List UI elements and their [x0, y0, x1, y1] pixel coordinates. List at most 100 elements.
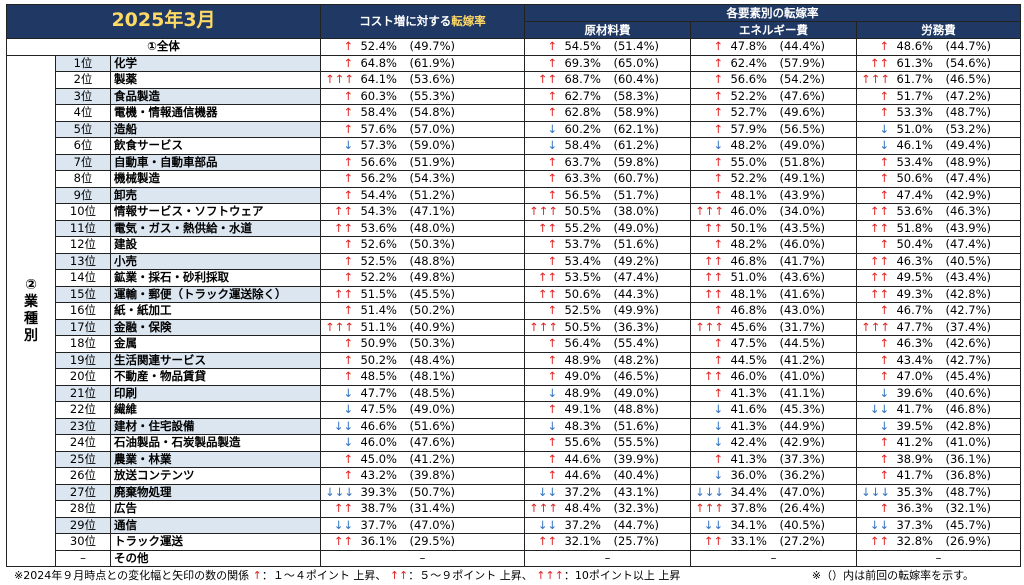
previous-rate: (54.8%) [409, 105, 455, 120]
current-rate: 48.9% [564, 352, 601, 367]
current-rate: 46.0% [360, 435, 397, 450]
current-rate: 37.3% [896, 517, 933, 532]
empty-rate-cell: – [320, 549, 525, 567]
previous-rate: (53.2%) [945, 121, 991, 136]
previous-rate: (47.1%) [409, 204, 455, 219]
previous-rate: (57.0%) [409, 121, 455, 136]
previous-rate: (47.0%) [409, 517, 455, 532]
current-rate: 39.6% [896, 385, 933, 400]
previous-rate: (37.3%) [779, 451, 825, 466]
current-rate: 42.4% [730, 435, 767, 450]
total-rate-cell: ↑ 43.2% (39.8%) [320, 467, 525, 485]
legend-text-2: ：５～９ポイント 上昇、 [408, 569, 533, 582]
change-arrow-icon: ↓ [547, 385, 557, 400]
change-arrow-icon: ↓ [547, 138, 557, 153]
total-rate-cell: ↑ 52.2% (49.8%) [320, 269, 525, 287]
labor-rate-cell: ↑↑ 46.3% (40.5%) [856, 252, 1021, 270]
previous-rate: (47.6%) [409, 435, 455, 450]
rank-cell: 21位 [55, 384, 111, 402]
total-rate-cell: ↓↓ 46.6% (51.6%) [320, 417, 525, 435]
change-arrow-icon: ↑↑↑ [529, 204, 558, 219]
current-rate: 52.5% [360, 253, 397, 268]
change-arrow-icon: ↑↑↑ [695, 501, 724, 516]
change-arrow-icon: ↓↓ [869, 402, 889, 417]
change-arrow-icon: ↑ [343, 303, 353, 318]
industry-row: 13位 小売 ↑ 52.5% (48.8%) ↑ 53.4% (49.2%) ↑↑ 46.8% (4… [7, 252, 1021, 270]
empty-rate-cell: – [856, 549, 1021, 567]
section-label-char: 種 [24, 310, 38, 327]
change-arrow-icon: ↑ [879, 501, 889, 516]
energy-rate-cell: ↑↑↑ 45.6% (31.7%) [690, 318, 857, 336]
current-rate: 49.1% [564, 402, 601, 417]
change-arrow-icon: ↑↑↑ [861, 319, 890, 334]
total-rate-cell: ↓ 47.7% (48.5%) [320, 384, 525, 402]
current-rate: 41.2% [896, 435, 933, 450]
industry-name: 不動産・物品賃貸 [110, 368, 321, 386]
industry-row: 11位 電気・ガス・熱供給・水道 ↑↑ 53.6% (48.0%) ↑↑ 55.2% (49.… [7, 219, 1021, 237]
change-arrow-icon: ↑ [547, 187, 557, 202]
energy-rate-cell: ↓↓↓ 34.4% (47.0%) [690, 483, 857, 501]
previous-rate: (61.2%) [613, 138, 659, 153]
current-rate: 51.0% [730, 270, 767, 285]
current-rate: 50.5% [564, 319, 601, 334]
total-rate-cell: ↑ 50.9% (50.3%) [320, 335, 525, 353]
current-rate: 60.3% [360, 88, 397, 103]
previous-rate: (49.9%) [613, 303, 659, 318]
previous-rate: (59.8%) [613, 154, 659, 169]
previous-rate: (40.6%) [945, 385, 991, 400]
energy-rate-cell: ↑ 41.3% (37.3%) [690, 450, 857, 468]
previous-rate: (54.2%) [779, 72, 825, 87]
change-arrow-icon: ↑ [713, 237, 723, 252]
industry-name: 飲食サービス [110, 137, 321, 155]
previous-rate: (36.3%) [613, 319, 659, 334]
previous-rate: (49.0%) [613, 385, 659, 400]
material-rate-cell: ↑↑↑ 50.5% (36.3%) [524, 318, 691, 336]
previous-rate: (59.0%) [409, 138, 455, 153]
current-rate: 46.8% [730, 253, 767, 268]
industry-row: 20位 不動産・物品賃貸 ↑ 48.5% (48.1%) ↑ 49.0% (46.5%) ↑↑ 4… [7, 368, 1021, 386]
change-arrow-icon: ↑↑ [869, 253, 889, 268]
total-rate-cell: ↑ 57.6% (57.0%) [320, 120, 525, 138]
material-rate-cell: ↑↑↑ 50.5% (38.0%) [524, 203, 691, 221]
total-rate-cell: ↑ 56.2% (54.3%) [320, 170, 525, 188]
total-rate-cell: ↑ 48.5% (48.1%) [320, 368, 525, 386]
previous-rate: (26.4%) [779, 501, 825, 516]
material-rate-cell: ↑↑ 53.5% (47.4%) [524, 269, 691, 287]
current-rate: 36.0% [730, 468, 767, 483]
previous-rate: (40.9%) [409, 319, 455, 334]
energy-rate-cell: ↑ 52.7% (49.6%) [690, 104, 857, 122]
current-rate: 41.7% [896, 402, 933, 417]
previous-rate: (32.1%) [945, 501, 991, 516]
change-arrow-icon: ↓ [879, 121, 889, 136]
material-rate-cell: ↓↓ 37.2% (43.1%) [524, 483, 691, 501]
previous-rate: (39.9%) [613, 451, 659, 466]
change-arrow-icon: ↑ [343, 369, 353, 384]
previous-rate: (41.7%) [779, 253, 825, 268]
current-rate: 46.0% [730, 369, 767, 384]
change-arrow-icon: ↑ [547, 352, 557, 367]
total-rate-cell: ↑↑ 51.5% (45.5%) [320, 285, 525, 303]
change-arrow-icon: ↑ [343, 55, 353, 70]
industry-name: 建設 [110, 236, 321, 254]
footer-right-note: ※（）内は前回の転嫁率を示す。 [811, 569, 974, 582]
section-label-char: 別 [24, 327, 38, 344]
previous-rate: (48.8%) [409, 253, 455, 268]
industry-name: 小売 [110, 252, 321, 270]
previous-rate: (48.8%) [613, 402, 659, 417]
elements-title: 各要素別の転嫁率 [524, 4, 1021, 22]
current-rate: 41.3% [730, 418, 767, 433]
rank-cell: 12位 [55, 236, 111, 254]
change-arrow-icon: ↑↑ [333, 501, 353, 516]
change-arrow-icon: ↑ [713, 72, 723, 87]
current-rate: 61.3% [896, 55, 933, 70]
previous-rate: (54.3%) [409, 171, 455, 186]
current-rate: 36.1% [360, 534, 397, 549]
previous-rate: (46.5%) [945, 72, 991, 87]
current-rate: 48.2% [730, 138, 767, 153]
current-rate: 53.7% [564, 237, 601, 252]
previous-rate: (48.1%) [409, 369, 455, 384]
previous-rate: (49.2%) [613, 253, 659, 268]
current-rate: 63.3% [564, 171, 601, 186]
labor-rate-cell: ↑↑↑ 61.7% (46.5%) [856, 71, 1021, 89]
previous-rate: (46.8%) [945, 402, 991, 417]
